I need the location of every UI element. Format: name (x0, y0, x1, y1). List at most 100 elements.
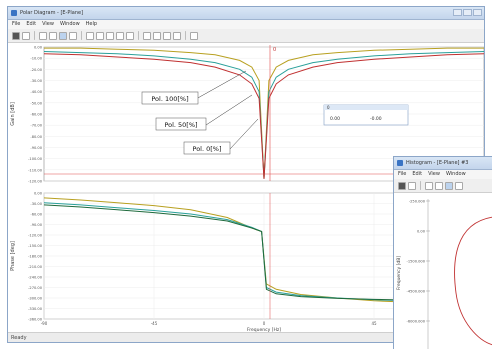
minimize-button[interactable] (453, 9, 462, 16)
toolbar-separator (138, 31, 139, 40)
annotation-leader (205, 94, 253, 126)
select-icon[interactable] (153, 31, 161, 40)
polar-menubar: File Edit View Window (394, 170, 492, 179)
cursor-icon[interactable] (59, 31, 67, 40)
x-tick-label: 45 (371, 321, 377, 326)
polar-series-curve (454, 216, 492, 346)
annotation-leader (229, 118, 259, 150)
line-style-icon[interactable] (86, 31, 94, 40)
y-tick-label: -120.00 (28, 180, 43, 184)
app-icon (397, 160, 403, 166)
phase-plot-yticks: 0.00 -30.00 -60.00 -90.00 -120.00 -150.00 -180… (28, 192, 43, 322)
save-icon[interactable] (408, 181, 416, 190)
menu-view[interactable]: View (428, 171, 440, 177)
gain-plot-ylabel: Gain [dB] (10, 102, 16, 126)
copy-icon[interactable] (39, 31, 47, 40)
menu-window[interactable]: Window (445, 171, 466, 177)
polar-y-tick-label: -6000.000 (407, 320, 426, 324)
menu-window[interactable]: Window (59, 21, 80, 27)
x-tick-label: -90 (41, 321, 48, 326)
menu-file[interactable]: File (398, 171, 407, 177)
copy-icon[interactable] (425, 181, 433, 190)
polar-window: Histogram - [E-Plane] #3 File Edit View … (393, 156, 492, 349)
y-tick-label: -180.00 (28, 255, 43, 259)
settings-icon[interactable] (173, 31, 181, 40)
y-tick-label: -90.00 (30, 223, 42, 227)
annotation-pol-50-text: Pol. 50[%] (164, 121, 197, 129)
y-tick-label: -90.00 (30, 146, 42, 150)
scale-icon[interactable] (116, 31, 124, 40)
y-tick-label: -110.00 (28, 168, 43, 172)
polar-window-titlebar[interactable]: Histogram - [E-Plane] #3 (394, 157, 492, 170)
new-icon[interactable] (398, 181, 406, 190)
zoom-icon[interactable] (69, 31, 77, 40)
grid-icon[interactable] (106, 31, 114, 40)
zoom-icon[interactable] (455, 181, 463, 190)
polar-plot-area: -250.000 0.00 -1500.000 -4500.000 -6000.000 … (394, 193, 492, 349)
annotation-leader (195, 70, 247, 100)
value-readout-box[interactable]: 0 0.00 -0.00 (323, 104, 409, 126)
y-tick-label: -40.00 (30, 90, 42, 94)
y-tick-label: 0.00 (34, 46, 43, 50)
cursor-icon[interactable] (445, 181, 453, 190)
polar-y-tick-label: -4500.000 (407, 290, 426, 294)
main-window-title: Polar Diagram - [E-Plane] (20, 10, 84, 16)
polar-plot-svg: -250.0000.00-1500.000-4500.000-6000.000 … (396, 199, 492, 349)
menu-file[interactable]: File (12, 21, 21, 27)
y-tick-label: -330.00 (28, 307, 43, 311)
polar-y-tick-label: -250.000 (409, 200, 426, 204)
phase-series-line-2 (43, 204, 484, 302)
readout-right-value: -0.00 (370, 116, 382, 122)
x-tick-label: -45 (151, 321, 158, 326)
toolbar-separator (185, 31, 186, 40)
annotation-pol-50: Pol. 50[%] (155, 117, 207, 131)
print-icon[interactable] (49, 31, 57, 40)
y-tick-label: -30.00 (30, 202, 42, 206)
y-tick-label: -210.00 (28, 265, 43, 269)
main-menubar: File Edit View Window Help (8, 20, 484, 29)
phase-plot-xlabel: Frequency [Hz] (247, 327, 281, 333)
y-tick-label: -70.00 (30, 124, 42, 128)
marker-icon[interactable] (96, 31, 104, 40)
status-bar: Ready (8, 332, 484, 342)
y-tick-label: -30.00 (30, 79, 42, 83)
menu-edit[interactable]: Edit (412, 171, 423, 177)
close-button[interactable] (473, 9, 482, 16)
readout-header: 0 (327, 105, 330, 110)
status-text: Ready (11, 335, 27, 341)
y-tick-label: -50.00 (30, 101, 42, 105)
polar-yticks: -250.000 0.00 -1500.000 -4500.000 -6000.000 (407, 200, 430, 324)
menu-edit[interactable]: Edit (26, 21, 37, 27)
y-tick-label: -20.00 (30, 68, 42, 72)
toolbar-separator (34, 31, 35, 40)
y-tick-label: -120.00 (28, 234, 43, 238)
help-icon[interactable] (190, 31, 198, 40)
gain-plot-grid (44, 46, 484, 182)
new-icon[interactable] (12, 31, 20, 40)
annotation-pol-100: Pol. 100[%] (141, 91, 199, 105)
y-tick-label: 0.00 (34, 192, 43, 196)
pan-icon[interactable] (143, 31, 151, 40)
readout-left-value: 0.00 (330, 116, 340, 122)
annotation-pol-0: Pol. 0[%] (183, 141, 231, 155)
app-icon (11, 10, 17, 16)
annotation-pol-0-text: Pol. 0[%] (193, 145, 222, 153)
print-icon[interactable] (435, 181, 443, 190)
y-tick-label: -270.00 (28, 286, 43, 290)
y-tick-label: -60.00 (30, 213, 42, 217)
polar-y-tick-label: 0.00 (417, 230, 426, 234)
y-tick-label: -60.00 (30, 113, 42, 117)
polar-toolbar (394, 179, 492, 193)
phase-plot-xticks: -90 -45 0 45 (41, 321, 377, 326)
export-icon[interactable] (163, 31, 171, 40)
y-tick-label: -240.00 (28, 276, 43, 280)
menu-help[interactable]: Help (85, 21, 98, 27)
axis-icon[interactable] (126, 31, 134, 40)
main-toolbar (8, 29, 484, 43)
y-tick-label: -150.00 (28, 244, 43, 248)
menu-view[interactable]: View (42, 21, 54, 27)
main-window-titlebar[interactable]: Polar Diagram - [E-Plane] (8, 7, 484, 20)
maximize-button[interactable] (463, 9, 472, 16)
polar-y-tick-label: -1500.000 (407, 260, 426, 264)
save-icon[interactable] (22, 31, 30, 40)
